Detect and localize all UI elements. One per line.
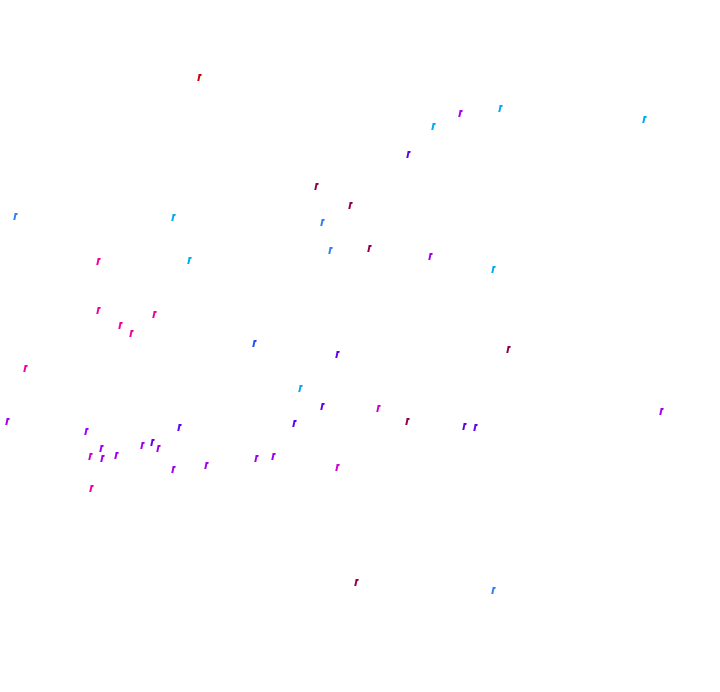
mark-violet <box>177 424 181 431</box>
mark-pink <box>96 258 100 265</box>
mark-cyan <box>171 214 175 221</box>
mark-pink <box>152 311 156 318</box>
mark-purple <box>99 445 103 452</box>
mark-violet <box>462 423 466 430</box>
mark-sky <box>13 213 17 220</box>
mark-purple <box>458 110 462 117</box>
mark-maroon <box>506 346 510 353</box>
mark-cyan <box>431 123 435 130</box>
mark-sky <box>491 587 495 594</box>
mark-purple <box>659 408 663 415</box>
mark-sky <box>320 219 324 226</box>
mark-sky <box>328 247 332 254</box>
mark-purple <box>5 418 9 425</box>
mark-purple <box>204 462 208 469</box>
mark-purple <box>171 466 175 473</box>
mark-purple <box>428 253 432 260</box>
mark-maroon <box>367 245 371 252</box>
mark-maroon <box>314 183 318 190</box>
mark-pink <box>118 322 122 329</box>
mark-purple <box>100 455 104 462</box>
mark-violet <box>150 439 154 446</box>
mark-purple <box>140 442 144 449</box>
mark-cyan <box>187 257 191 264</box>
mark-violet <box>335 351 339 358</box>
mark-magenta <box>335 464 339 471</box>
mark-maroon <box>348 202 352 209</box>
mark-pink <box>96 307 100 314</box>
mark-purple <box>84 428 88 435</box>
mark-pink <box>89 485 93 492</box>
mark-red <box>197 74 201 81</box>
mark-violet <box>406 151 410 158</box>
mark-cyan <box>491 266 495 273</box>
mark-blue <box>252 340 256 347</box>
mark-cyan <box>498 105 502 112</box>
mark-magenta <box>88 453 92 460</box>
mark-maroon <box>405 418 409 425</box>
mark-purple <box>114 452 118 459</box>
mark-purple <box>156 445 160 452</box>
mark-violet <box>473 424 477 431</box>
mark-purple <box>254 455 258 462</box>
mark-purple <box>271 453 275 460</box>
mark-cyan <box>298 385 302 392</box>
mark-violet <box>320 403 324 410</box>
mark-pink <box>129 330 133 337</box>
mark-maroon <box>354 579 358 586</box>
mark-violet <box>292 420 296 427</box>
mark-magenta <box>376 405 380 412</box>
mark-pink <box>23 365 27 372</box>
mark-cyan <box>642 116 646 123</box>
